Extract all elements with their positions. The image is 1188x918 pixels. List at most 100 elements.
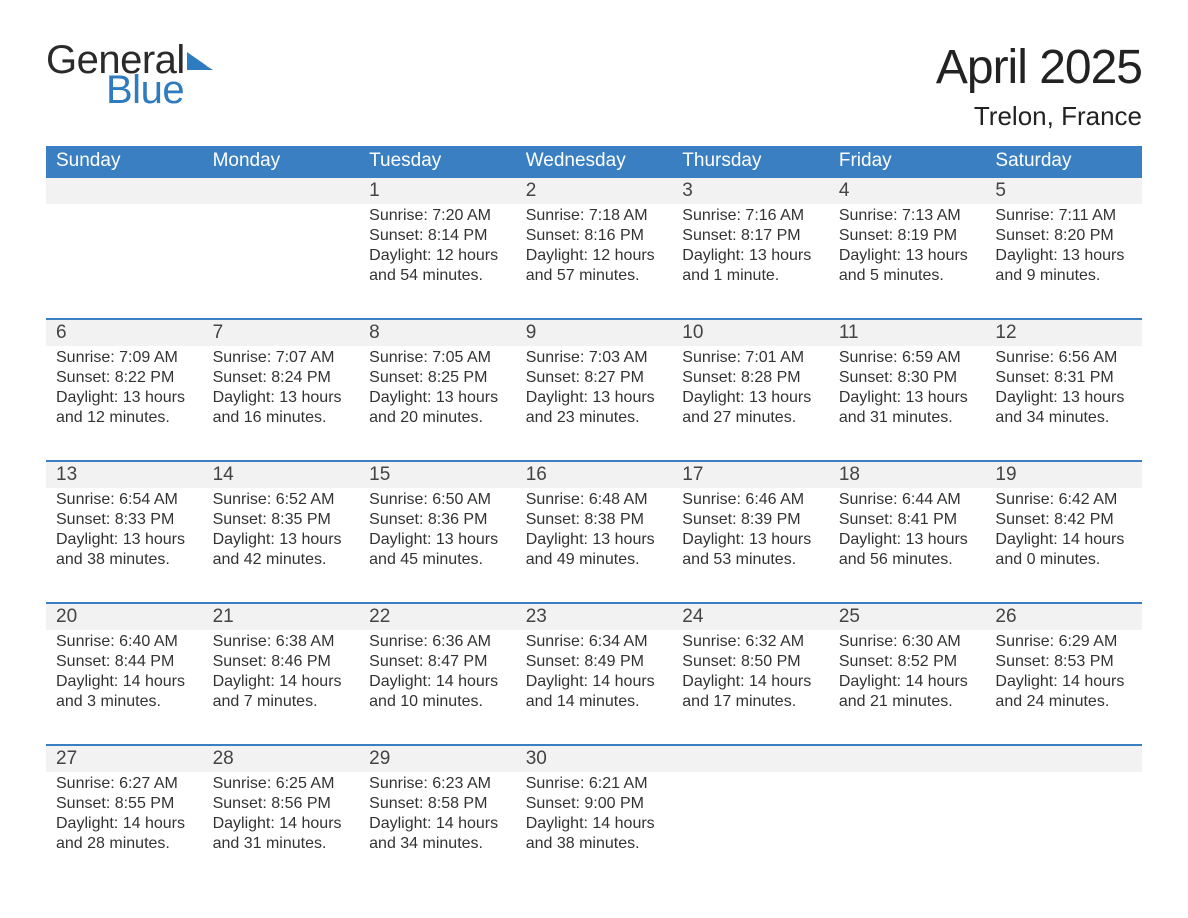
- day-daylight2: and 20 minutes.: [369, 408, 506, 428]
- day-sunrise: Sunrise: 6:30 AM: [839, 632, 976, 652]
- day-cell: Sunrise: 6:27 AMSunset: 8:55 PMDaylight:…: [46, 772, 203, 880]
- logo-text-2: Blue: [106, 70, 213, 110]
- day-cell: Sunrise: 7:13 AMSunset: 8:19 PMDaylight:…: [829, 204, 986, 312]
- day-daylight1: Daylight: 14 hours: [995, 530, 1132, 550]
- day-cell: Sunrise: 7:09 AMSunset: 8:22 PMDaylight:…: [46, 346, 203, 454]
- day-sunrise: Sunrise: 7:07 AM: [213, 348, 350, 368]
- day-header-mon: Monday: [203, 146, 360, 178]
- day-number-row: 12345: [46, 178, 1142, 204]
- day-sunset: Sunset: 8:41 PM: [839, 510, 976, 530]
- day-daylight2: and 24 minutes.: [995, 692, 1132, 712]
- day-daylight2: and 34 minutes.: [995, 408, 1132, 428]
- day-cell: Sunrise: 6:34 AMSunset: 8:49 PMDaylight:…: [516, 630, 673, 738]
- day-number: 17: [672, 462, 829, 488]
- day-content-row: Sunrise: 7:20 AMSunset: 8:14 PMDaylight:…: [46, 204, 1142, 312]
- day-daylight1: Daylight: 13 hours: [995, 246, 1132, 266]
- day-sunset: Sunset: 8:33 PM: [56, 510, 193, 530]
- day-cell: Sunrise: 6:32 AMSunset: 8:50 PMDaylight:…: [672, 630, 829, 738]
- day-header-thu: Thursday: [672, 146, 829, 178]
- day-number: 22: [359, 604, 516, 630]
- day-daylight1: Daylight: 13 hours: [213, 388, 350, 408]
- day-number: 14: [203, 462, 360, 488]
- day-daylight1: Daylight: 14 hours: [369, 814, 506, 834]
- day-daylight1: Daylight: 13 hours: [682, 246, 819, 266]
- day-content-row: Sunrise: 7:09 AMSunset: 8:22 PMDaylight:…: [46, 346, 1142, 454]
- day-daylight1: Daylight: 14 hours: [682, 672, 819, 692]
- day-number-row: 13141516171819: [46, 462, 1142, 488]
- day-sunset: Sunset: 8:58 PM: [369, 794, 506, 814]
- page: General Blue April 2025 Trelon, France S…: [0, 0, 1188, 918]
- day-sunset: Sunset: 8:14 PM: [369, 226, 506, 246]
- day-daylight2: and 1 minute.: [682, 266, 819, 286]
- day-number: [985, 746, 1142, 772]
- day-daylight1: Daylight: 13 hours: [682, 530, 819, 550]
- day-cell: Sunrise: 6:21 AMSunset: 9:00 PMDaylight:…: [516, 772, 673, 880]
- day-daylight2: and 3 minutes.: [56, 692, 193, 712]
- day-cell: Sunrise: 6:30 AMSunset: 8:52 PMDaylight:…: [829, 630, 986, 738]
- day-number: 23: [516, 604, 673, 630]
- day-sunset: Sunset: 8:17 PM: [682, 226, 819, 246]
- day-sunset: Sunset: 8:20 PM: [995, 226, 1132, 246]
- day-daylight1: Daylight: 13 hours: [56, 530, 193, 550]
- day-number: 29: [359, 746, 516, 772]
- day-number: 16: [516, 462, 673, 488]
- page-title: April 2025: [936, 40, 1142, 95]
- day-cell: Sunrise: 7:11 AMSunset: 8:20 PMDaylight:…: [985, 204, 1142, 312]
- day-cell: Sunrise: 6:29 AMSunset: 8:53 PMDaylight:…: [985, 630, 1142, 738]
- day-daylight2: and 28 minutes.: [56, 834, 193, 854]
- day-header-row: Sunday Monday Tuesday Wednesday Thursday…: [46, 146, 1142, 178]
- day-sunrise: Sunrise: 6:29 AM: [995, 632, 1132, 652]
- day-daylight1: Daylight: 12 hours: [369, 246, 506, 266]
- day-sunset: Sunset: 8:24 PM: [213, 368, 350, 388]
- day-daylight2: and 14 minutes.: [526, 692, 663, 712]
- day-daylight1: Daylight: 14 hours: [213, 814, 350, 834]
- day-daylight2: and 5 minutes.: [839, 266, 976, 286]
- day-daylight1: Daylight: 13 hours: [839, 530, 976, 550]
- day-content-row: Sunrise: 6:40 AMSunset: 8:44 PM Daylight:…: [46, 630, 1142, 738]
- day-cell: Sunrise: 6:46 AMSunset: 8:39 PMDaylight:…: [672, 488, 829, 596]
- day-cell: Sunrise: 7:20 AMSunset: 8:14 PMDaylight:…: [359, 204, 516, 312]
- day-sunrise: Sunrise: 6:59 AM: [839, 348, 976, 368]
- weeks-container: 12345Sunrise: 7:20 AMSunset: 8:14 PMDayl…: [46, 178, 1142, 880]
- title-block: April 2025 Trelon, France: [936, 40, 1142, 132]
- day-number: 6: [46, 320, 203, 346]
- day-daylight2: and 56 minutes.: [839, 550, 976, 570]
- day-number: [46, 178, 203, 204]
- day-cell: [829, 772, 986, 880]
- day-sunset: Sunset: 8:50 PM: [682, 652, 819, 672]
- day-number: 24: [672, 604, 829, 630]
- day-daylight1: Daylight: 12 hours: [526, 246, 663, 266]
- day-sunrise: Sunrise: 6:40 AM: [56, 632, 193, 652]
- day-cell: Sunrise: 7:07 AMSunset: 8:24 PMDaylight:…: [203, 346, 360, 454]
- calendar-week: 12345Sunrise: 7:20 AMSunset: 8:14 PMDayl…: [46, 178, 1142, 312]
- day-header-wed: Wednesday: [516, 146, 673, 178]
- day-daylight2: and 10 minutes.: [369, 692, 506, 712]
- day-sunrise: Sunrise: 6:38 AM: [213, 632, 350, 652]
- day-daylight1: Daylight: 14 hours: [213, 672, 350, 692]
- day-sunrise: Sunrise: 6:44 AM: [839, 490, 976, 510]
- day-daylight1: Daylight: 13 hours: [995, 388, 1132, 408]
- day-daylight1: Daylight: 13 hours: [526, 530, 663, 550]
- day-sunrise: Sunrise: 7:05 AM: [369, 348, 506, 368]
- day-daylight1: Daylight: 14 hours: [369, 672, 506, 692]
- day-daylight2: and 31 minutes.: [839, 408, 976, 428]
- day-cell: Sunrise: 6:23 AMSunset: 8:58 PMDaylight:…: [359, 772, 516, 880]
- day-daylight1: Daylight: 14 hours: [526, 672, 663, 692]
- day-cell: Sunrise: 6:48 AMSunset: 8:38 PMDaylight:…: [516, 488, 673, 596]
- day-sunrise: Sunrise: 6:52 AM: [213, 490, 350, 510]
- day-sunset: Sunset: 8:44 PM: [56, 652, 193, 672]
- day-sunrise: Sunrise: 6:56 AM: [995, 348, 1132, 368]
- day-sunrise: Sunrise: 7:18 AM: [526, 206, 663, 226]
- day-sunset: Sunset: 8:30 PM: [839, 368, 976, 388]
- day-cell: Sunrise: 7:18 AMSunset: 8:16 PMDaylight:…: [516, 204, 673, 312]
- day-daylight2: and 53 minutes.: [682, 550, 819, 570]
- day-cell: Sunrise: 7:01 AMSunset: 8:28 PMDaylight:…: [672, 346, 829, 454]
- flag-icon: [187, 48, 213, 70]
- day-number: 15: [359, 462, 516, 488]
- day-sunset: Sunset: 8:25 PM: [369, 368, 506, 388]
- day-sunset: Sunset: 8:49 PM: [526, 652, 663, 672]
- day-number: 18: [829, 462, 986, 488]
- day-daylight1: Daylight: 14 hours: [526, 814, 663, 834]
- day-number: 1: [359, 178, 516, 204]
- day-cell: Sunrise: 6:40 AMSunset: 8:44 PMDaylight:…: [46, 630, 203, 738]
